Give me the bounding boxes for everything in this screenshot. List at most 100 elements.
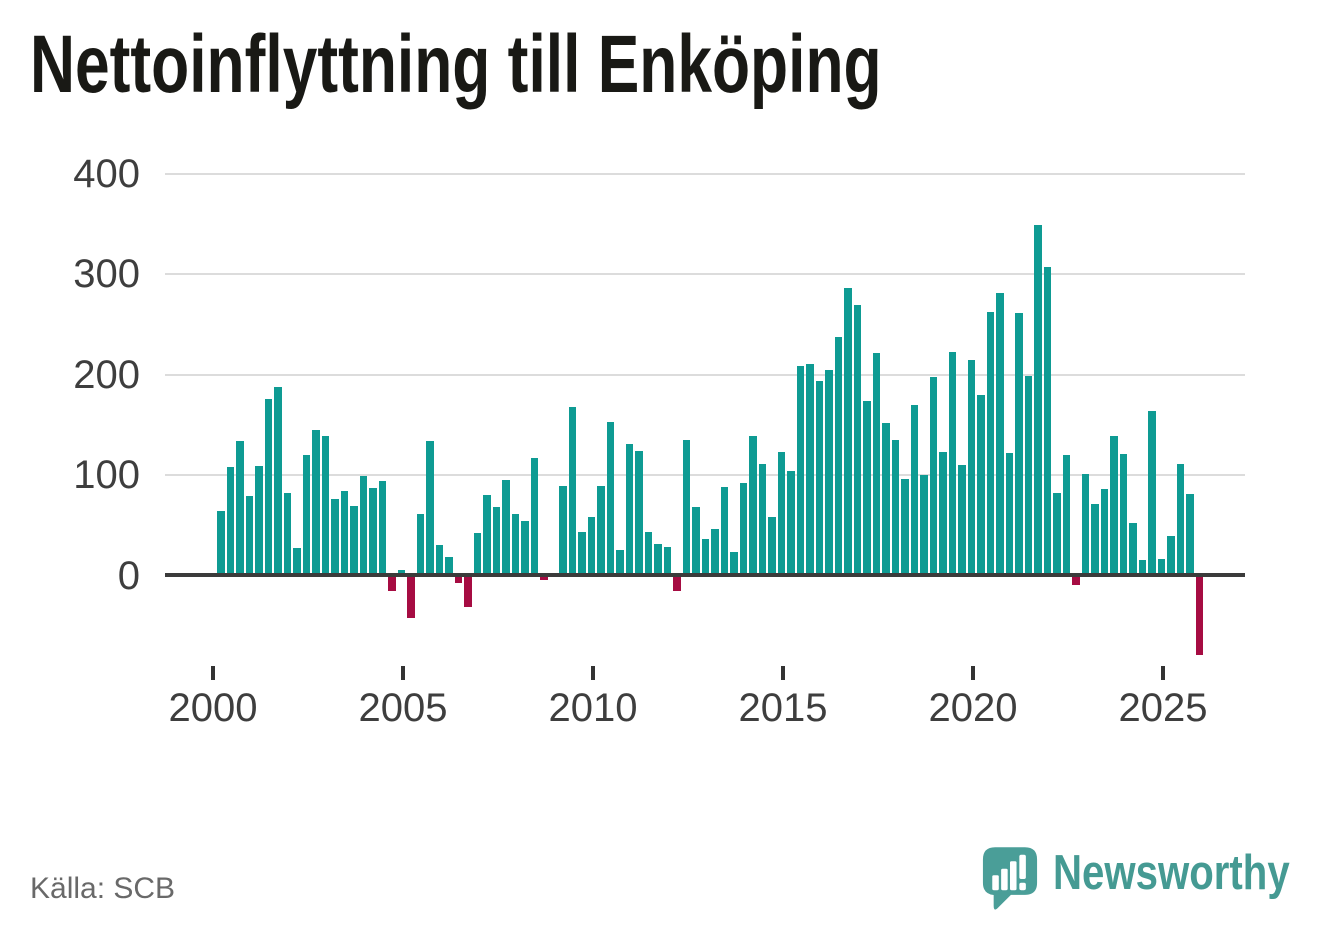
bar-2017-q4 — [891, 440, 900, 576]
bar-2013-q2 — [720, 487, 729, 576]
bar-2007-q2 — [492, 507, 501, 576]
bar-2017-q3 — [882, 423, 890, 576]
bar-2006-q2 — [454, 577, 463, 583]
bar-2017-q1 — [863, 401, 871, 576]
x-tick-2000 — [211, 666, 215, 680]
bar-2013-q4 — [739, 483, 748, 576]
newsworthy-logo-icon — [982, 847, 1038, 910]
bar-2007-q3 — [502, 480, 510, 576]
bar-2018-q2 — [910, 405, 919, 576]
bar-2001-q1 — [255, 466, 263, 576]
bar-2012-q4 — [701, 539, 710, 576]
bar-2021-q3 — [1034, 225, 1042, 576]
x-axis-label-2025: 2025 — [1118, 686, 1208, 730]
bar-2004-q3 — [388, 577, 396, 591]
bar-2000-q1 — [217, 511, 225, 576]
bar-2009-q3 — [578, 532, 586, 576]
bar-2007-q1 — [483, 495, 491, 576]
bar-2004-q2 — [378, 481, 387, 576]
bar-2018-q1 — [901, 479, 909, 576]
bar-2019-q4 — [967, 360, 976, 576]
bar-2002-q3 — [312, 430, 320, 576]
bar-2010-q2 — [606, 422, 615, 576]
bar-2020-q1 — [977, 395, 985, 576]
bar-2008-q3 — [540, 577, 548, 580]
bar-2024-q3 — [1148, 411, 1156, 576]
bar-2001-q2 — [264, 399, 273, 576]
bar-2022-q1 — [1053, 493, 1061, 576]
bar-2003-q4 — [359, 476, 368, 576]
bar-2004-q1 — [369, 488, 377, 576]
bar-2018-q4 — [929, 377, 938, 576]
bar-2018-q3 — [920, 475, 928, 576]
bar-2006-q3 — [464, 577, 472, 607]
bar-2024-q2 — [1138, 560, 1147, 576]
bar-2016-q3 — [844, 288, 852, 576]
bar-2019-q3 — [958, 465, 966, 576]
bar-2005-q3 — [426, 441, 434, 576]
bar-2011-q3 — [654, 544, 662, 576]
x-axis-label-2000: 2000 — [168, 686, 258, 730]
bar-2006-q4 — [473, 533, 482, 576]
bar-2006-q1 — [445, 557, 453, 576]
bar-2015-q1 — [787, 471, 795, 576]
bar-2023-q1 — [1091, 504, 1099, 576]
bar-2010-q4 — [625, 444, 634, 576]
bar-2002-q1 — [293, 548, 301, 576]
bar-2011-q1 — [635, 451, 643, 576]
bar-2023-q4 — [1119, 454, 1128, 576]
bar-2012-q3 — [692, 507, 700, 576]
bar-2024-q1 — [1129, 523, 1137, 576]
gridline-300 — [165, 273, 1245, 275]
bar-2009-q1 — [559, 486, 567, 576]
bar-2025-q4 — [1195, 577, 1204, 655]
x-tick-2010 — [591, 666, 595, 680]
y-axis-label-0: 0 — [117, 554, 140, 598]
x-tick-2015 — [781, 666, 785, 680]
bar-2013-q3 — [730, 552, 738, 576]
bar-2002-q2 — [302, 455, 311, 576]
bar-2005-q2 — [416, 514, 425, 576]
bar-2014-q2 — [758, 464, 767, 576]
x-axis-label-2020: 2020 — [928, 686, 1018, 730]
bar-2008-q1 — [521, 521, 529, 576]
bar-2003-q3 — [350, 506, 358, 576]
bar-2020-q3 — [996, 293, 1004, 576]
chart-title: Nettoinflyttning till Enköping — [30, 19, 882, 110]
bar-2020-q4 — [1005, 453, 1014, 576]
x-axis-label-2010: 2010 — [548, 686, 638, 730]
bar-2008-q2 — [530, 458, 539, 576]
bar-2005-q4 — [435, 545, 444, 576]
bar-2011-q2 — [644, 532, 653, 576]
bar-2007-q4 — [511, 514, 520, 576]
bar-2022-q4 — [1081, 474, 1090, 576]
x-axis-label-2005: 2005 — [358, 686, 448, 730]
bar-2001-q3 — [274, 387, 282, 576]
x-axis-label-2015: 2015 — [738, 686, 828, 730]
bar-2020-q2 — [986, 312, 995, 576]
gridline-100 — [165, 474, 1245, 476]
bar-2017-q2 — [872, 353, 881, 576]
bar-2015-q4 — [815, 381, 824, 576]
bar-2016-q2 — [834, 337, 843, 576]
bar-2003-q2 — [340, 491, 349, 576]
bar-2019-q1 — [939, 452, 947, 576]
bar-2025-q1 — [1167, 536, 1175, 576]
x-axis-line — [165, 573, 1245, 577]
bar-2015-q2 — [796, 366, 805, 576]
bar-2000-q4 — [245, 496, 254, 576]
bar-2016-q4 — [853, 305, 862, 576]
bar-2012-q1 — [673, 577, 681, 591]
y-axis-label-300: 300 — [73, 252, 140, 296]
bar-2024-q4 — [1157, 559, 1166, 576]
newsworthy-logo-text: Newsworthy — [1053, 846, 1290, 900]
x-tick-2020 — [971, 666, 975, 680]
bar-2022-q2 — [1062, 455, 1071, 576]
x-tick-2025 — [1161, 666, 1165, 680]
gridline-400 — [165, 173, 1245, 175]
bar-2021-q4 — [1043, 267, 1052, 576]
bar-2015-q3 — [806, 364, 814, 576]
bar-2013-q1 — [711, 529, 719, 576]
bar-2012-q2 — [682, 440, 691, 576]
